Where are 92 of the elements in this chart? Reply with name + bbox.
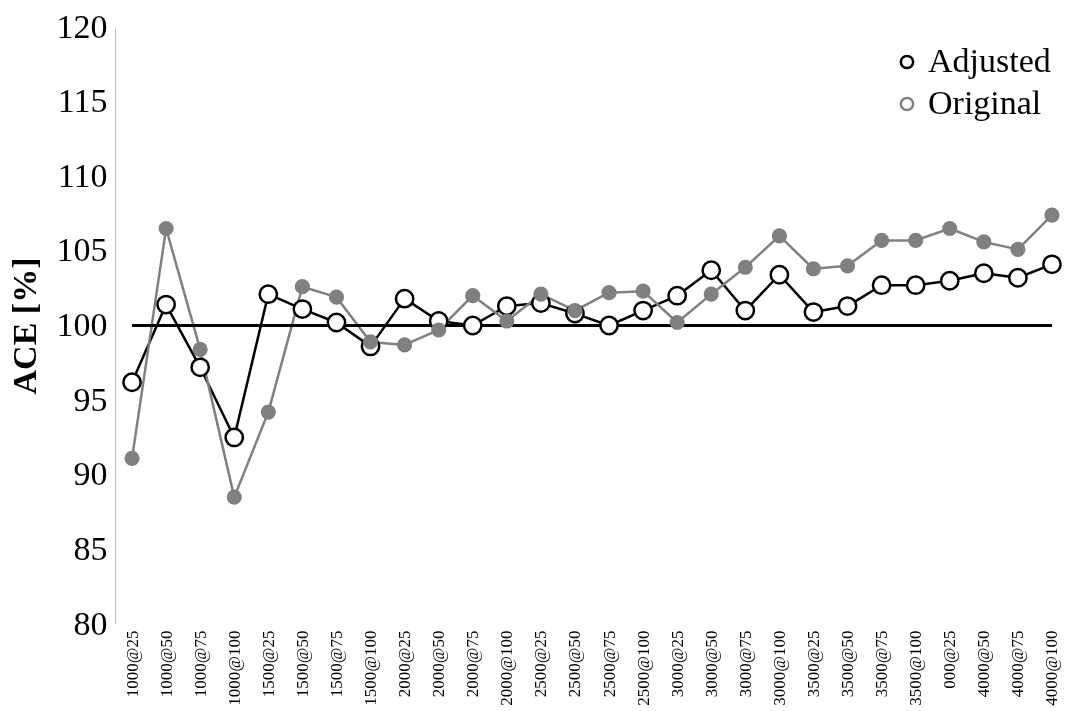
point xyxy=(703,286,719,302)
point xyxy=(635,283,651,299)
point xyxy=(942,220,958,237)
y-tick-label: 120 xyxy=(56,7,108,45)
point xyxy=(701,260,722,281)
x-tick-label: 1500@100 xyxy=(361,630,381,706)
point xyxy=(973,263,994,284)
y-tick-label: 85 xyxy=(73,529,108,567)
x-tick-label: 3500@75 xyxy=(872,630,892,698)
point xyxy=(124,450,140,466)
point xyxy=(871,275,892,296)
x-tick-label: 1500@75 xyxy=(326,630,346,698)
x-tick-label: 3000@50 xyxy=(701,630,721,698)
point xyxy=(462,315,483,336)
point xyxy=(362,334,379,350)
point xyxy=(431,322,447,338)
y-tick-label: 95 xyxy=(73,380,108,418)
y-axis-title: ACE [%] xyxy=(5,257,43,395)
x-tick-label: 3500@100 xyxy=(906,630,926,706)
point xyxy=(905,275,926,296)
legend-label: Adjusted xyxy=(928,42,1051,79)
y-tick-label: 115 xyxy=(57,82,108,120)
point xyxy=(326,312,347,333)
point xyxy=(224,427,245,448)
point xyxy=(292,299,313,319)
x-tick-label: 4000@100 xyxy=(1042,630,1062,706)
point xyxy=(294,279,310,295)
point xyxy=(465,288,481,304)
x-tick-label: 1000@50 xyxy=(156,630,176,698)
point xyxy=(803,302,824,322)
x-tick-label: 4000@75 xyxy=(1008,630,1028,698)
y-tick-label: 100 xyxy=(56,306,108,343)
point xyxy=(260,404,276,420)
point xyxy=(837,296,858,316)
point xyxy=(908,232,924,248)
x-tick-label: 1500@50 xyxy=(292,630,312,698)
x-tick-label: 3000@100 xyxy=(769,630,789,706)
point xyxy=(397,337,413,353)
x-tick-label: 2500@100 xyxy=(633,630,653,706)
y-tick-label: 90 xyxy=(73,455,108,493)
point xyxy=(156,294,177,315)
x-tick-label: 1500@25 xyxy=(258,630,278,698)
point xyxy=(633,300,654,321)
point xyxy=(192,341,208,357)
point xyxy=(599,315,619,336)
point xyxy=(394,288,415,309)
point xyxy=(226,489,242,505)
point xyxy=(1010,241,1026,257)
x-tick-label: 000@25 xyxy=(940,630,960,689)
point xyxy=(839,258,856,274)
point xyxy=(939,270,960,291)
point xyxy=(496,296,517,316)
x-tick-label: 3000@75 xyxy=(735,630,755,698)
point xyxy=(735,300,756,321)
x-tick-label: 3500@50 xyxy=(838,630,858,698)
x-tick-label: 2500@75 xyxy=(599,630,619,698)
x-tick-label: 2000@75 xyxy=(463,630,483,698)
point xyxy=(499,313,515,329)
point xyxy=(122,372,142,393)
x-tick-label: 2500@25 xyxy=(531,630,551,698)
point xyxy=(258,284,279,305)
point xyxy=(737,259,753,275)
x-tick-label: 2500@50 xyxy=(565,630,585,698)
x-tick-label: 3500@25 xyxy=(803,630,823,698)
point xyxy=(1044,207,1060,223)
point xyxy=(328,289,345,305)
point xyxy=(667,285,688,306)
point xyxy=(1042,254,1062,275)
point xyxy=(601,285,617,301)
x-tick-label: 4000@50 xyxy=(974,630,994,698)
point xyxy=(669,314,685,331)
point xyxy=(567,303,583,319)
point xyxy=(771,228,787,244)
point xyxy=(769,264,790,285)
y-tick-label: 80 xyxy=(73,604,108,642)
point xyxy=(190,357,211,378)
x-tick-label: 1000@75 xyxy=(190,630,210,698)
x-tick-label: 2000@100 xyxy=(497,630,517,706)
y-tick-label: 110 xyxy=(57,156,108,194)
legend-label: Original xyxy=(928,84,1042,121)
x-tick-label: 1000@100 xyxy=(224,630,244,706)
point xyxy=(533,286,549,302)
point xyxy=(1007,267,1028,288)
point xyxy=(976,234,992,250)
point xyxy=(158,220,174,237)
x-tick-label: 2000@25 xyxy=(395,630,415,698)
point xyxy=(874,232,890,248)
y-tick-label: 105 xyxy=(56,231,108,269)
x-tick-label: 2000@50 xyxy=(429,630,449,698)
x-tick-label: 3000@25 xyxy=(667,630,687,698)
point xyxy=(805,261,822,277)
x-tick-label: 1000@25 xyxy=(122,630,142,698)
